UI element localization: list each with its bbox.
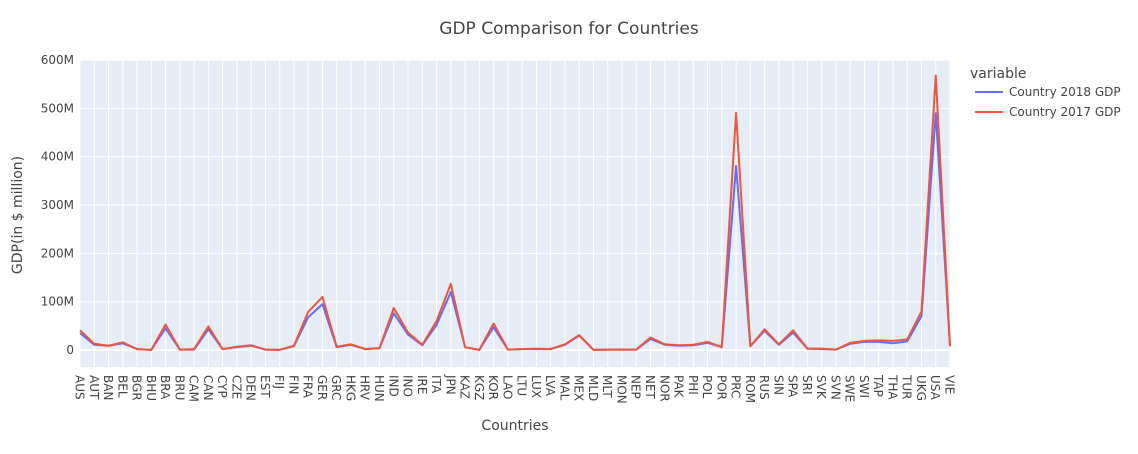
x-tick-label: HUN — [372, 375, 386, 402]
y-tick-label: 500M — [41, 101, 74, 115]
legend-label-2017: Country 2017 GDP — [1009, 105, 1121, 119]
x-tick-label: BEL — [115, 375, 129, 398]
x-tick-label: CAM — [187, 375, 201, 402]
x-tick-label: POR — [714, 375, 728, 400]
y-tick-label: 200M — [41, 246, 74, 260]
series-line-2017[interactable] — [79, 74, 951, 351]
x-tick-label: SPA — [786, 375, 800, 398]
x-tick-label: PRC — [729, 375, 743, 398]
legend-title: variable — [970, 66, 1026, 82]
x-tick-label: HKG — [343, 375, 357, 401]
y-tick-label: 100M — [41, 295, 74, 309]
x-tick-label: SRI — [800, 375, 814, 395]
x-tick-label: RUS — [757, 375, 771, 400]
x-tick-label: NET — [643, 375, 657, 400]
x-tick-label: JPN — [443, 374, 457, 395]
x-tick-label: LVA — [543, 375, 557, 397]
x-tick-label: KGZ — [472, 375, 486, 400]
x-tick-label: BHU — [144, 375, 158, 401]
x-tick-label: INO — [401, 375, 415, 397]
x-tick-label: CAN — [201, 375, 215, 401]
x-tick-label: SVK — [814, 375, 828, 400]
x-tick-label: PHI — [686, 375, 700, 395]
legend[interactable]: variable Country 2018 GDP Country 2017 G… — [970, 66, 1121, 119]
x-tick-label: MAL — [557, 375, 571, 401]
x-tick-label: BGR — [130, 375, 144, 401]
x-tick-label: IRE — [415, 375, 429, 394]
x-tick-label: SIN — [771, 375, 785, 395]
legend-label-2018: Country 2018 GDP — [1009, 85, 1121, 99]
x-tick-label: VIE — [943, 375, 957, 394]
y-tick-label: 0 — [66, 343, 74, 357]
x-tick-label: CYP — [215, 375, 229, 398]
x-tick-label: MLD — [586, 375, 600, 401]
x-tick-label: TAP — [871, 374, 885, 397]
x-tick-label: HRV — [358, 375, 372, 401]
y-tick-label: 400M — [41, 150, 74, 164]
x-tick-label: LUX — [529, 375, 543, 398]
x-tick-label: BAN — [101, 375, 115, 400]
x-tick-label: FIJ — [272, 375, 286, 389]
x-tick-label: AUT — [87, 375, 101, 400]
x-axis-title: Countries — [481, 418, 548, 434]
x-tick-label: ITA — [429, 375, 443, 394]
x-tick-label: FRA — [301, 375, 315, 399]
x-tick-label: LAO — [500, 375, 514, 399]
x-tick-label: AUS — [73, 375, 87, 400]
x-tick-label: BRU — [172, 375, 186, 400]
x-tick-label: THA — [885, 374, 899, 400]
x-tick-label: LTU — [515, 375, 529, 396]
x-tick-label: MEX — [572, 375, 586, 401]
x-tick-label: EST — [258, 375, 272, 398]
y-axis-title: GDP(in $ million) — [10, 156, 26, 274]
x-tick-label: ROM — [743, 375, 757, 403]
y-tick-label: 300M — [41, 198, 74, 212]
x-tick-label: GRC — [329, 375, 343, 400]
x-tick-label: USA — [928, 375, 942, 401]
x-tick-label: BRA — [158, 375, 172, 400]
chart-title: GDP Comparison for Countries — [439, 19, 699, 39]
y-tick-label: 600M — [41, 53, 74, 67]
x-tick-label: KAZ — [458, 375, 472, 399]
x-tick-label: NOR — [657, 375, 671, 402]
x-tick-label: SWE — [843, 375, 857, 402]
legend-item-2018[interactable]: Country 2018 GDP — [975, 85, 1121, 99]
x-tick-label: UKG — [914, 375, 928, 401]
x-tick-label: MON — [614, 375, 628, 404]
y-gridlines — [80, 59, 950, 352]
x-tick-label: FIN — [286, 375, 300, 394]
plot-area — [80, 60, 950, 367]
x-tick-label: IND — [386, 375, 400, 397]
x-tick-label: CZE — [229, 375, 243, 399]
x-tick-label: PAK — [672, 375, 686, 399]
x-tick-label: POL — [700, 375, 714, 399]
x-tick-label: KOR — [486, 375, 500, 400]
x-tick-label: TUR — [900, 374, 914, 399]
x-tick-label: SVN — [828, 375, 842, 400]
x-tick-label: DEN — [244, 375, 258, 401]
x-tick-label: SWI — [857, 375, 871, 398]
legend-item-2017[interactable]: Country 2017 GDP — [975, 105, 1121, 119]
x-tick-label: MLT — [600, 375, 614, 398]
x-tick-label: NEP — [629, 375, 643, 399]
x-tick-labels: AUS AUT BAN BEL BGR BHU BRA BRU CAM CAN CYP CZE DEN E… — [73, 374, 957, 404]
y-tick-labels: 0 100M 200M 300M 400M 500M 600M — [41, 53, 74, 357]
x-gridlines — [79, 60, 951, 367]
series-layer — [79, 74, 951, 351]
x-tick-label: GER — [315, 375, 329, 400]
